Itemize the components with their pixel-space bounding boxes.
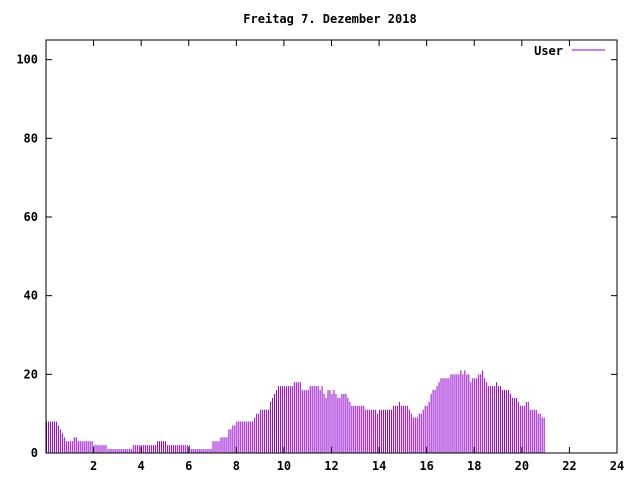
y-tick-label: 20 xyxy=(24,367,38,381)
x-tick-label: 12 xyxy=(324,459,338,473)
x-tick-label: 6 xyxy=(185,459,192,473)
y-tick-label: 80 xyxy=(24,131,38,145)
legend: User xyxy=(534,44,605,58)
y-tick-label: 60 xyxy=(24,210,38,224)
y-tick-label: 100 xyxy=(16,53,38,67)
x-tick-label: 2 xyxy=(90,459,97,473)
x-tick-label: 22 xyxy=(562,459,576,473)
plot-border xyxy=(45,39,618,454)
bar-series-user xyxy=(46,370,545,453)
y-tick-label: 0 xyxy=(31,446,38,460)
y-tick-label: 40 xyxy=(24,289,38,303)
x-tick-label: 4 xyxy=(138,459,145,473)
x-tick-label: 14 xyxy=(372,459,386,473)
x-tick-label: 24 xyxy=(610,459,624,473)
x-tick-label: 18 xyxy=(467,459,481,473)
legend-label-user: User xyxy=(534,44,563,58)
x-tick-label: 16 xyxy=(419,459,433,473)
chart-title: Freitag 7. Dezember 2018 xyxy=(243,12,416,26)
x-tick-label: 20 xyxy=(515,459,529,473)
x-tick-label: 8 xyxy=(233,459,240,473)
x-tick-label: 10 xyxy=(277,459,291,473)
